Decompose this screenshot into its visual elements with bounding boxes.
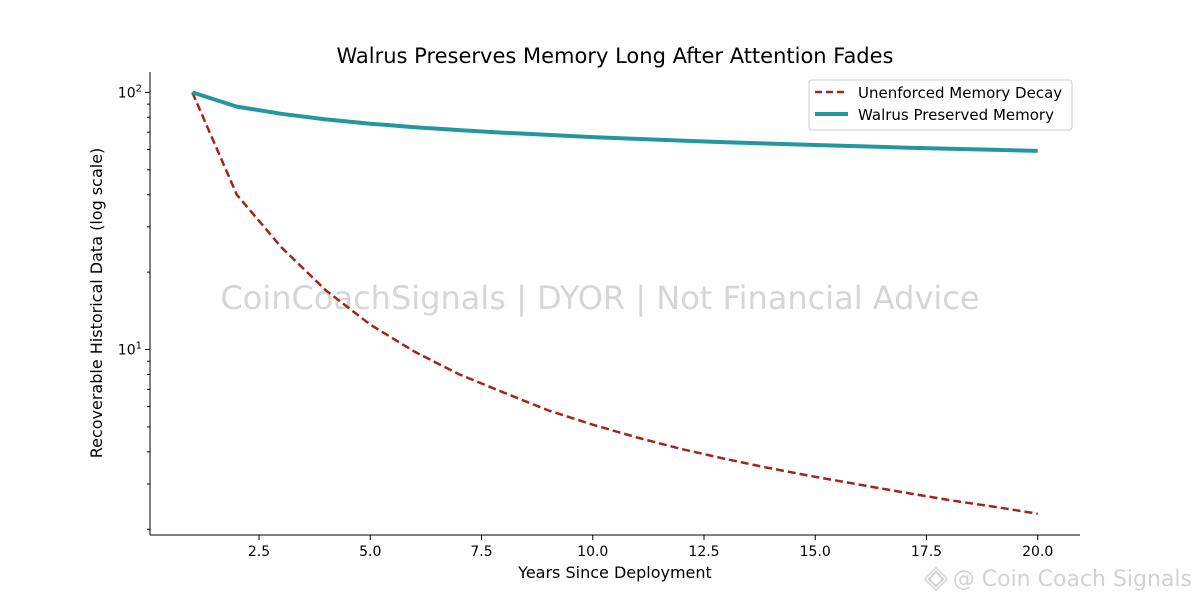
legend-label-walrus: Walrus Preserved Memory: [858, 106, 1054, 124]
x-tick-label: 15.0: [800, 544, 831, 560]
x-axis-label: Years Since Deployment: [517, 563, 712, 582]
brand-watermark: @ Coin Coach Signals: [923, 566, 1192, 592]
brand-text: @ Coin Coach Signals: [952, 566, 1192, 592]
x-tick-label: 2.5: [248, 544, 270, 560]
x-tick-label: 17.5: [911, 544, 942, 560]
x-tick-label: 5.0: [359, 544, 381, 560]
y-axis-label: Recoverable Historical Data (log scale): [87, 148, 106, 459]
x-tick-label: 10.0: [577, 544, 608, 560]
legend: Unenforced Memory Decay Walrus Preserved…: [808, 79, 1073, 131]
y-tick-label: 101: [118, 341, 142, 359]
legend-label-unenforced: Unenforced Memory Decay: [858, 84, 1062, 102]
chart-title: Walrus Preserves Memory Long After Atten…: [336, 44, 893, 68]
series-line-walrus-preserved: [191, 90, 1038, 153]
x-tick-label: 20.0: [1022, 544, 1053, 560]
x-tick-label: 7.5: [470, 544, 492, 560]
chart-watermark: CoinCoachSignals | DYOR | Not Financial …: [220, 279, 979, 317]
series-line-unenforced-decay: [191, 91, 1038, 515]
x-tick-label: 12.5: [688, 544, 719, 560]
legend-box: [808, 79, 1073, 131]
y-tick-label: 102: [118, 83, 142, 101]
binance-diamond-icon: [923, 566, 948, 592]
